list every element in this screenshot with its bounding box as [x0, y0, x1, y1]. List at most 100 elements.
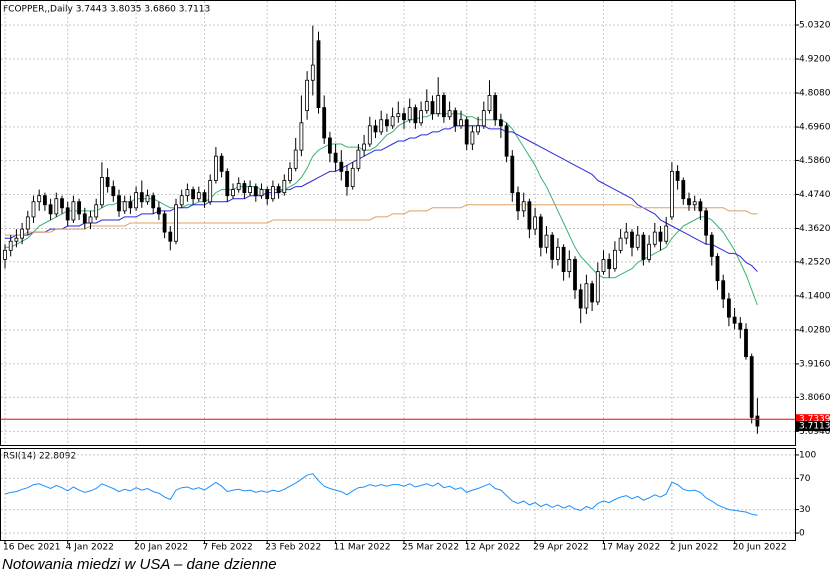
candle-body	[493, 95, 498, 121]
candle-body	[379, 119, 384, 133]
rsi-y-tick-label: 0	[799, 529, 805, 539]
candle-body	[185, 189, 190, 197]
candle-body	[305, 79, 310, 112]
chart-header: FCOPPER,,Daily 3.7443 3.8035 3.6860 3.71…	[3, 5, 210, 15]
candle-body	[561, 246, 566, 272]
candle-body	[430, 101, 435, 115]
candle-body	[156, 207, 161, 215]
candle-body	[213, 155, 218, 181]
candle-body	[117, 195, 121, 212]
candle-body	[43, 195, 47, 206]
candle-body	[219, 155, 224, 172]
candle-body	[248, 186, 253, 194]
candle-body	[573, 259, 577, 291]
y-tick-label: 4.5860	[799, 156, 830, 166]
candle-body	[8, 240, 13, 251]
candle-body	[447, 110, 452, 118]
candle-body	[721, 280, 726, 300]
candle-body	[327, 137, 332, 154]
rsi-line	[4, 473, 758, 516]
moving-average	[5, 125, 758, 272]
candle-body	[333, 152, 338, 163]
candle-body	[242, 183, 247, 194]
candle-body	[441, 95, 446, 118]
candle-body	[732, 316, 737, 324]
candle-body	[402, 113, 406, 121]
candle-body	[698, 201, 703, 212]
x-tick-label: 12 Apr 2022	[465, 543, 521, 553]
candle-body	[299, 122, 304, 151]
candle-body	[37, 195, 42, 203]
candle-body	[424, 101, 429, 112]
x-tick-label: 23 Feb 2022	[265, 543, 321, 553]
y-tick-label: 4.0280	[799, 325, 830, 335]
candle-body	[174, 204, 178, 242]
candle-body	[105, 177, 110, 187]
candle-body	[191, 189, 196, 200]
x-tick-label: 20 Jun 2022	[733, 543, 787, 553]
candle-body	[516, 192, 520, 212]
candle-body	[322, 107, 327, 139]
candle-body	[20, 228, 25, 239]
candle-body	[60, 198, 64, 209]
candle-body	[396, 113, 401, 118]
candle-body	[208, 180, 213, 203]
candle-body	[436, 95, 441, 115]
bid-box	[796, 414, 830, 425]
candle-body	[419, 110, 424, 124]
candle-body	[687, 198, 691, 206]
x-tick-label: 11 Mar 2022	[334, 543, 391, 553]
candle-body	[652, 231, 657, 245]
candle-body	[54, 198, 59, 215]
candle-body	[77, 201, 81, 215]
candle-body	[88, 216, 93, 224]
candle-body	[533, 216, 537, 230]
price-panel	[0, 0, 796, 446]
candle-body	[550, 234, 555, 260]
candle-body	[510, 155, 515, 194]
x-tick-label: 20 Jan 2022	[134, 543, 188, 553]
candle-body	[293, 149, 298, 169]
y-tick-label: 3.6940	[799, 427, 830, 437]
y-tick-label: 3.9160	[799, 359, 830, 369]
candle-body	[168, 231, 173, 242]
candle-body	[145, 195, 150, 203]
x-tick-label: 16 Dec 2021	[3, 543, 61, 553]
candle-body	[584, 283, 589, 309]
candle-body	[527, 201, 532, 230]
candle-body	[544, 234, 549, 248]
candle-body	[464, 119, 469, 145]
y-tick-label: 4.8080	[799, 89, 830, 99]
candle-body	[134, 192, 139, 209]
candle-body	[356, 149, 361, 169]
x-tick-label: 25 Mar 2022	[402, 543, 459, 553]
x-tick-label: 7 Feb 2022	[203, 543, 253, 553]
y-tick-label: 4.3620	[799, 224, 830, 234]
candle-body	[521, 201, 526, 212]
candle-body	[345, 170, 349, 187]
candle-body	[704, 210, 708, 236]
candle-body	[607, 259, 612, 269]
x-tick-label: 17 May 2022	[602, 543, 661, 553]
rsi-y-tick-label: 100	[799, 450, 816, 460]
y-tick-label: 4.9200	[799, 55, 830, 65]
candle-body	[470, 131, 475, 145]
candle-body	[727, 298, 731, 318]
y-tick-label: 4.6960	[799, 123, 830, 133]
candle-body	[339, 161, 344, 172]
x-tick-label: 4 Jan 2022	[66, 543, 114, 553]
candle-body	[504, 125, 509, 157]
candle-body	[265, 189, 270, 200]
candle-body	[749, 356, 754, 418]
candle-body	[390, 116, 395, 127]
candle-body	[253, 186, 258, 197]
candle-body	[664, 225, 669, 242]
candle-body	[709, 234, 714, 257]
candle-body	[25, 216, 30, 230]
candle-body	[476, 125, 481, 133]
candle-body	[350, 167, 355, 187]
candle-body	[567, 259, 572, 272]
candle-body	[624, 231, 629, 239]
y-tick-label: 4.1400	[799, 291, 830, 301]
